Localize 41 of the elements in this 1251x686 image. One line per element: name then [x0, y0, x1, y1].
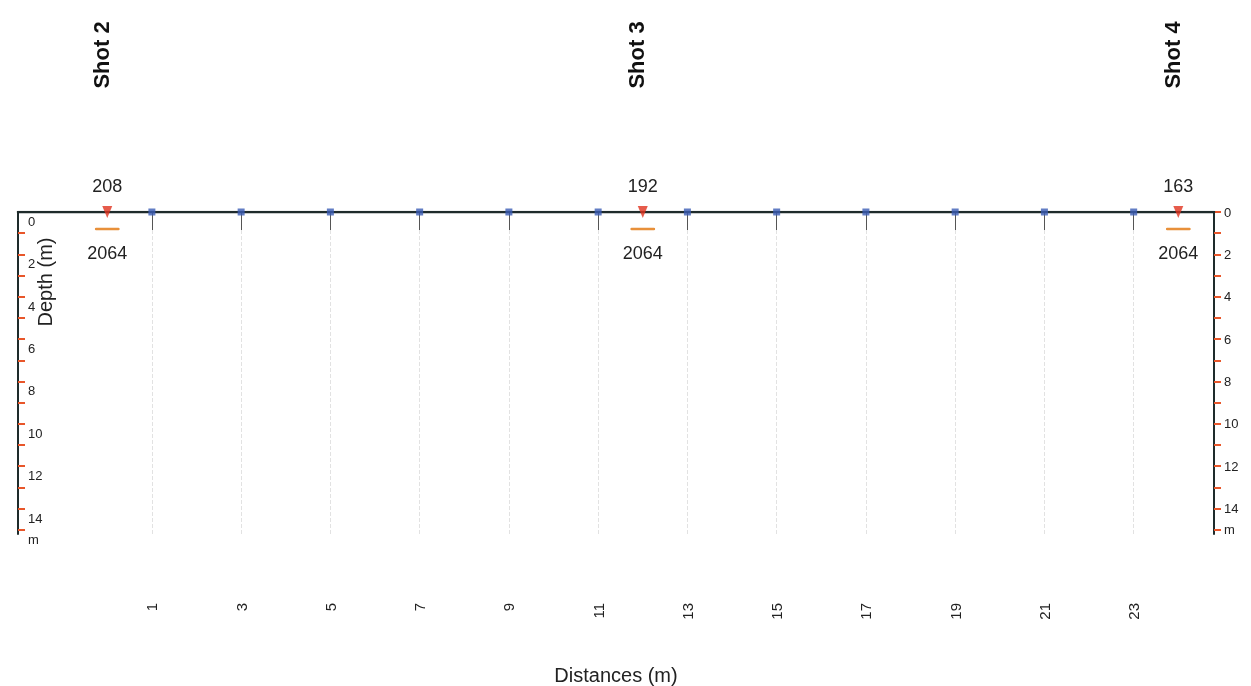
x-tick-label: 21	[1035, 603, 1053, 620]
y-tick-label: 6	[28, 341, 36, 357]
y2-tick-label: 12	[1224, 458, 1239, 474]
y-tick-label: 0	[28, 214, 36, 229]
x-tick-label: 15	[768, 603, 786, 620]
x-tick-label: 17	[857, 603, 875, 620]
annotation: 192	[627, 176, 658, 196]
y-tick-label: m	[28, 531, 39, 547]
y-tick-label: 8	[28, 383, 36, 399]
y-tick-label: 4	[28, 298, 36, 314]
annotation: 2064	[87, 242, 128, 263]
y2-tick-label: 14	[1224, 501, 1239, 517]
x-tick-label: 1	[143, 603, 161, 612]
text: Shot 4	[1159, 20, 1185, 89]
annotation: 163	[1163, 176, 1194, 196]
y-tick-label: 2	[28, 256, 36, 272]
x-tick-label: 5	[321, 603, 339, 612]
x-tick-label: 19	[946, 603, 964, 620]
y2-tick-label: 2	[1224, 246, 1232, 262]
x-tick-label: 9	[500, 603, 518, 612]
text: Shot 2	[88, 21, 114, 89]
y2-tick-label: 0	[1224, 204, 1232, 220]
x-tick-label: 7	[411, 603, 429, 612]
y2-tick-label: m	[1224, 522, 1235, 538]
y-tick-label: 14	[28, 510, 43, 526]
x-tick-label: 23	[1125, 603, 1143, 620]
annotation: 2064	[1158, 242, 1199, 263]
x-axis-title: Distances (m)	[554, 664, 678, 686]
x-tick-label: 13	[678, 603, 696, 620]
y2-tick-label: 4	[1224, 289, 1232, 305]
y2-tick-label: 8	[1224, 373, 1232, 389]
y2-tick-label: 10	[1224, 416, 1239, 432]
annotation: 2064	[622, 242, 663, 263]
x-tick-label: 11	[589, 603, 607, 619]
x-tick-label: 3	[232, 603, 250, 612]
annotation: 208	[92, 176, 123, 196]
y-tick-label: 12	[28, 468, 43, 484]
y2-tick-label: 6	[1224, 331, 1232, 347]
text: Shot 3	[624, 21, 650, 89]
y-axis-title: Depth (m)	[34, 237, 56, 327]
y-tick-label: 10	[28, 425, 43, 441]
